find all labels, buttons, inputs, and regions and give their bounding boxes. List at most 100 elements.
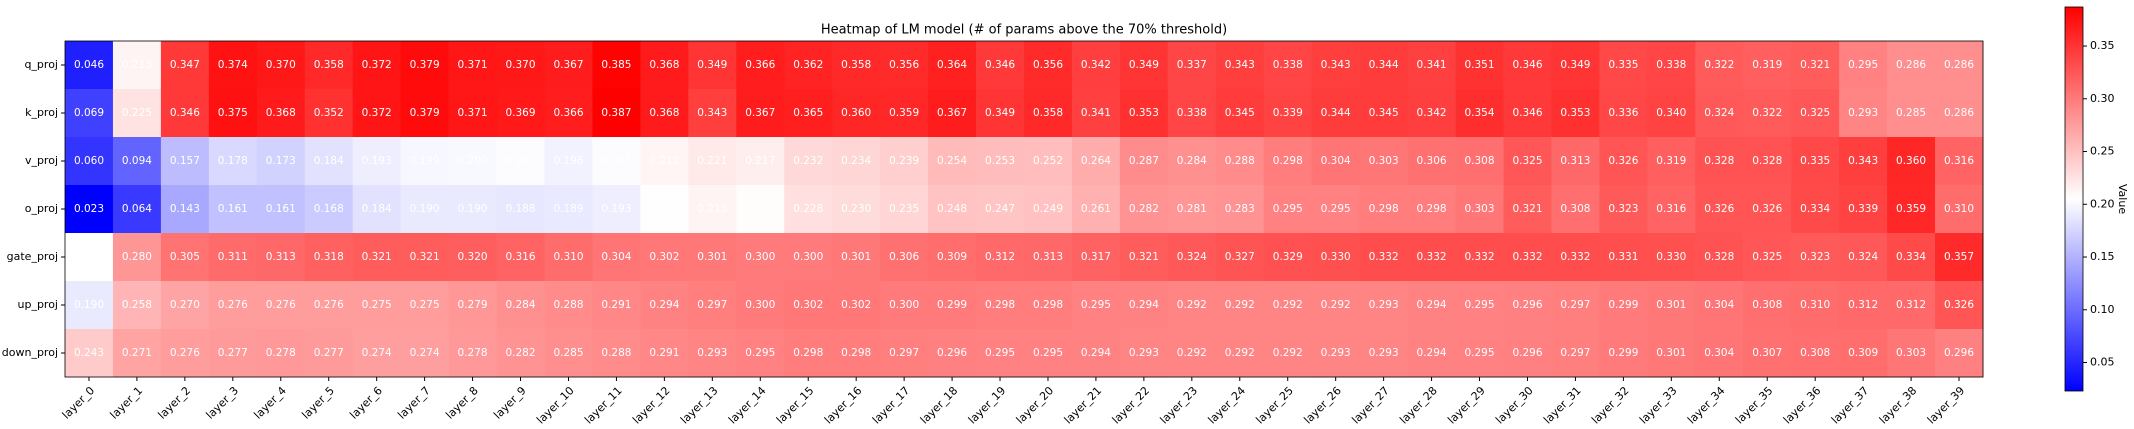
heatmap-cell <box>1551 281 1600 330</box>
heatmap-cell <box>1167 233 1217 282</box>
cell-label: 0.193 <box>362 155 392 167</box>
heatmap-cell <box>1743 329 1792 378</box>
heatmap-cell <box>208 137 258 186</box>
heatmap-cell <box>1119 281 1169 330</box>
heatmap-cell <box>1695 281 1744 330</box>
cell-label: 0.338 <box>1656 59 1686 71</box>
heatmap-cell <box>544 41 593 90</box>
heatmap-cell <box>688 329 737 378</box>
cell-label: 0.356 <box>1033 59 1063 71</box>
y-tick-label: gate_proj <box>7 250 58 263</box>
cell-label: 0.367 <box>553 59 583 71</box>
cell-label: 0.353 <box>1129 107 1159 119</box>
cell-label: 0.292 <box>1321 299 1351 311</box>
heatmap-cell <box>1263 233 1313 282</box>
heatmap-cell <box>65 137 114 186</box>
heatmap-cell <box>65 233 114 282</box>
cell-label: 0.335 <box>1608 59 1638 71</box>
heatmap-cell <box>1071 89 1121 138</box>
cell-label: 0.327 <box>1225 251 1255 263</box>
heatmap-cell <box>880 89 929 138</box>
heatmap-cell <box>1311 281 1361 330</box>
heatmap-cell <box>65 185 114 234</box>
heatmap-cell <box>1455 281 1504 330</box>
heatmap-cell <box>928 41 977 90</box>
cell-label: 0.322 <box>1704 59 1734 71</box>
heatmap-cell <box>65 281 114 330</box>
cell-label: 0.281 <box>1177 203 1207 215</box>
heatmap-cell <box>352 281 402 330</box>
heatmap-cell <box>976 41 1025 90</box>
heatmap-cell <box>736 233 785 282</box>
cell-label: 0.345 <box>1225 107 1255 119</box>
cell-label: 0.310 <box>1800 299 1830 311</box>
heatmap-cell <box>1071 281 1121 330</box>
cell-label: 0.293 <box>1321 347 1351 359</box>
cell-label: 0.302 <box>649 251 679 263</box>
cell-label: 0.336 <box>1608 107 1638 119</box>
heatmap-cell <box>880 185 929 234</box>
heatmap-cell <box>352 185 402 234</box>
cell-label: 0.274 <box>362 347 392 359</box>
heatmap-cell <box>1839 89 1888 138</box>
cell-label: 0.310 <box>553 251 583 263</box>
x-tick-label: layer_2 <box>156 384 194 422</box>
cell-label: 0.359 <box>1896 203 1926 215</box>
heatmap-cell <box>1263 185 1313 234</box>
heatmap-cell <box>352 329 402 378</box>
cell-label: 0.358 <box>1033 107 1063 119</box>
cell-label: 0.339 <box>1848 203 1878 215</box>
heatmap-cell <box>688 137 737 186</box>
cell-label: 0.282 <box>505 347 535 359</box>
cell-label: 0.346 <box>1512 107 1542 119</box>
cell-label: 0.379 <box>410 107 440 119</box>
heatmap-cell <box>1119 185 1169 234</box>
x-tick-label: layer_15 <box>774 384 816 426</box>
cell-label: 0.280 <box>122 251 152 263</box>
heatmap-cell <box>1839 281 1888 330</box>
cell-label: 0.343 <box>1321 59 1351 71</box>
cell-label: 0.276 <box>170 347 200 359</box>
cell-label: 0.283 <box>1225 203 1255 215</box>
cell-label: 0.300 <box>745 299 775 311</box>
heatmap-cell <box>160 281 210 330</box>
heatmap-cell <box>448 233 498 282</box>
cell-label: 0.332 <box>1369 251 1399 263</box>
heatmap-cell <box>1071 185 1121 234</box>
heatmap-cell <box>688 185 737 234</box>
cell-label: 0.295 <box>1033 347 1063 359</box>
cell-label: 0.370 <box>266 59 296 71</box>
cell-label: 0.275 <box>362 299 392 311</box>
cell-label: 0.312 <box>1848 299 1878 311</box>
cell-label: 0.287 <box>1129 155 1159 167</box>
x-tick-label: layer_31 <box>1541 384 1583 426</box>
x-tick-label: layer_9 <box>491 384 529 422</box>
y-tick-label: o_proj <box>25 202 58 215</box>
cell-label: 0.324 <box>1848 251 1878 263</box>
cell-label: 0.321 <box>1800 59 1830 71</box>
heatmap-cell <box>65 329 114 378</box>
heatmap-cell <box>112 281 162 330</box>
heatmap-cell <box>976 89 1025 138</box>
heatmap-cell <box>1119 329 1169 378</box>
cell-label: 0.353 <box>1560 107 1590 119</box>
heatmap-cell <box>544 137 593 186</box>
cell-label: 0.309 <box>937 251 967 263</box>
x-tick-label: layer_6 <box>347 384 385 422</box>
cell-label: 0.319 <box>1752 59 1782 71</box>
cell-label: 0.349 <box>1560 59 1590 71</box>
heatmap-cell <box>1743 137 1792 186</box>
cell-label: 0.326 <box>1704 203 1734 215</box>
cell-label: 0.360 <box>1896 155 1926 167</box>
cell-label: 0.326 <box>1608 155 1638 167</box>
cell-label: 0.207 <box>745 203 775 215</box>
heatmap-cell <box>1263 329 1313 378</box>
heatmap-cell <box>1024 89 1073 138</box>
heatmap-cell <box>65 89 114 138</box>
heatmap-cell <box>592 329 641 378</box>
cell-label: 0.368 <box>649 107 679 119</box>
heatmap-cell <box>1119 89 1169 138</box>
cell-label: 0.275 <box>410 299 440 311</box>
cell-label: 0.293 <box>697 347 727 359</box>
heatmap-cell <box>784 137 833 186</box>
